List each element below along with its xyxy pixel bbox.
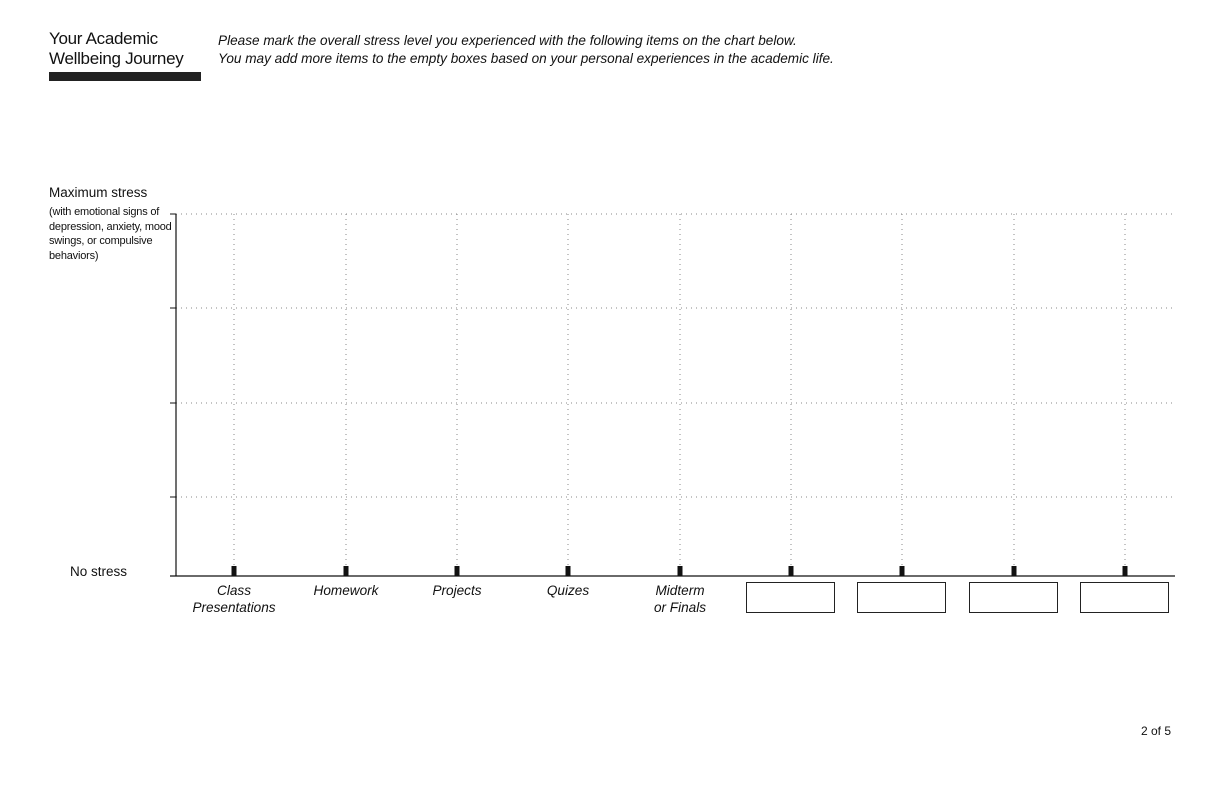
category-label-line1: Homework <box>313 583 379 598</box>
x-tick-marker-0 <box>231 566 237 576</box>
category-label: Class Presentations <box>179 582 289 616</box>
instruction-line2: You may add more items to the empty boxe… <box>218 51 834 66</box>
x-tick-marker-2 <box>454 566 460 576</box>
title-underline-bar <box>49 72 201 81</box>
x-tick-marker-7 <box>1011 566 1017 576</box>
page-title-line2: Wellbeing Journey <box>49 49 184 68</box>
category-label-line1: Midterm <box>655 583 705 598</box>
max-stress-description: (with emotional signs of depression, anx… <box>49 206 172 262</box>
category-label: Homework <box>291 582 401 599</box>
page-title-line1: Your Academic <box>49 29 158 48</box>
x-tick-marker-8 <box>1122 566 1128 576</box>
x-tick-marker-6 <box>899 566 905 576</box>
category-label: Quizes <box>513 582 623 599</box>
category-label-line2: or Finals <box>653 600 707 615</box>
x-tick-marker-5 <box>788 566 794 576</box>
custom-item-box[interactable] <box>969 582 1058 613</box>
x-tick-marker-1 <box>343 566 349 576</box>
category-label-line1: Quizes <box>546 583 590 598</box>
custom-item-box[interactable] <box>857 582 946 613</box>
custom-item-box[interactable] <box>746 582 835 613</box>
category-label: Midterm or Finals <box>625 582 735 616</box>
max-stress-label: Maximum stress <box>49 185 148 200</box>
custom-item-box[interactable] <box>1080 582 1169 613</box>
brand-block: Your Academic Wellbeing Journey <box>49 29 201 81</box>
category-label-line1: Projects <box>432 583 482 598</box>
category-label: Projects <box>402 582 512 599</box>
category-label-line2: Presentations <box>192 600 276 615</box>
page-number: 2 of 5 <box>1141 724 1172 738</box>
instructions: Please mark the overall stress level you… <box>218 32 834 68</box>
x-tick-marker-4 <box>677 566 683 576</box>
x-tick-marker-3 <box>565 566 571 576</box>
no-stress-label: No stress <box>70 564 128 579</box>
category-label-line1: Class <box>217 583 251 598</box>
instruction-line1: Please mark the overall stress level you… <box>218 33 797 48</box>
